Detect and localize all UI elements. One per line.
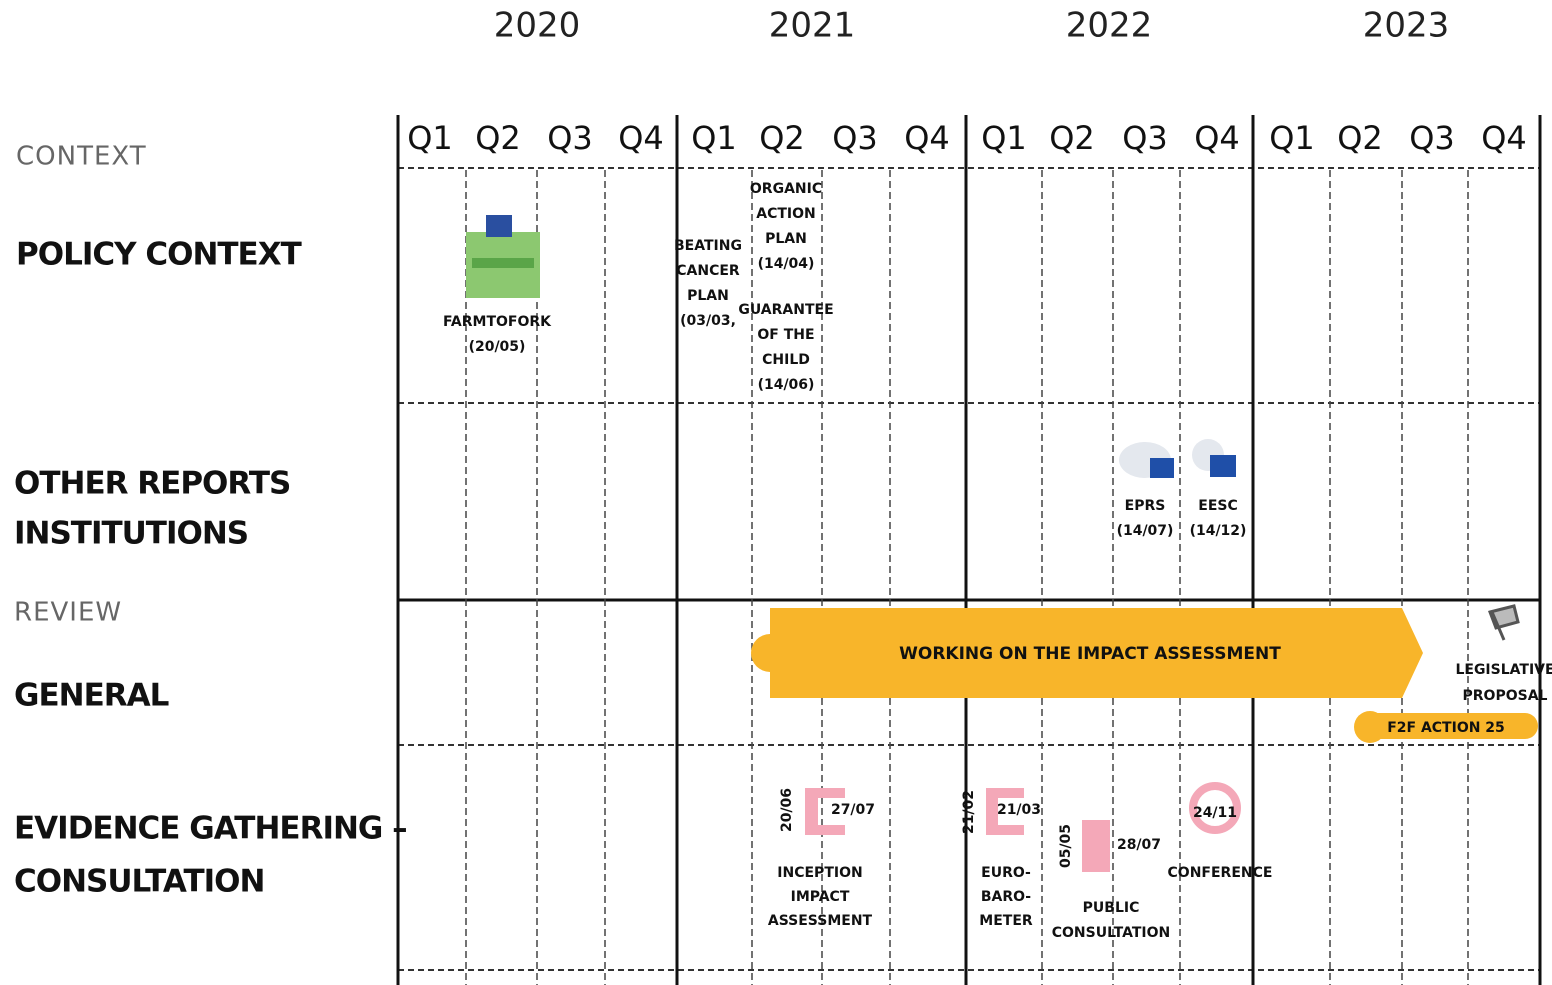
section-label: REVIEW <box>14 598 122 628</box>
date-label: 05/05 <box>1058 824 1074 868</box>
eprs-icon <box>1150 458 1174 478</box>
eesc-icon <box>1210 455 1236 477</box>
section-title: GENERAL <box>14 678 169 714</box>
date-label: 28/07 <box>1117 837 1161 853</box>
quarter-label: Q2 <box>475 119 521 157</box>
date-label: 21/03 <box>997 802 1041 818</box>
flag-icon <box>1488 604 1520 641</box>
event-label: (03/03, <box>680 313 736 329</box>
event-label: EPRS <box>1125 498 1166 514</box>
eu-flag-icon <box>486 215 512 237</box>
inception-bracket <box>805 788 845 835</box>
public-consultation-bracket <box>1082 820 1110 872</box>
quarter-label: Q3 <box>832 119 878 157</box>
event-label: ORGANIC <box>750 181 822 197</box>
impact-assessment-bar <box>751 608 1423 698</box>
event-label: ASSESSMENT <box>768 913 873 929</box>
year-label: 2021 <box>769 6 856 46</box>
event-label: PLAN <box>687 288 729 304</box>
event-label: EESC <box>1198 498 1237 514</box>
event-label: CONFERENCE <box>1168 865 1273 881</box>
image-band <box>472 258 534 268</box>
event-label: ACTION <box>756 206 816 222</box>
quarter-label: Q3 <box>1122 119 1168 157</box>
f2f-dot <box>1354 711 1386 743</box>
quarter-label: Q1 <box>407 119 453 157</box>
date-label: 21/02 <box>961 790 977 834</box>
section-title: POLICY CONTEXT <box>16 237 302 273</box>
quarter-label: Q4 <box>1481 119 1527 157</box>
section-title: OTHER REPORTS <box>14 466 290 502</box>
section-title: INSTITUTIONS <box>14 516 248 552</box>
year-label: 2022 <box>1066 6 1153 46</box>
quarter-label: Q2 <box>1337 119 1383 157</box>
eurobarometer-bracket <box>986 788 1024 835</box>
event-label: BEATING <box>674 238 742 254</box>
quarter-label: Q3 <box>547 119 593 157</box>
event-label: OF THE <box>757 327 814 343</box>
quarter-label: Q3 <box>1409 119 1455 157</box>
event-label: CHILD <box>762 352 810 368</box>
date-label: 27/07 <box>831 802 875 818</box>
bar-label: WORKING ON THE IMPACT ASSESSMENT <box>899 644 1281 664</box>
year-label: 2023 <box>1363 6 1450 46</box>
event-label: PLAN <box>765 231 807 247</box>
event-label: METER <box>979 913 1033 929</box>
event-label: (14/07) <box>1117 523 1174 539</box>
event-label: (14/12) <box>1190 523 1247 539</box>
event-label: (20/05) <box>469 339 526 355</box>
event-label: FARMTOFORK <box>443 314 552 330</box>
quarter-label: Q1 <box>981 119 1027 157</box>
quarter-label: Q4 <box>618 119 664 157</box>
quarter-label: Q4 <box>904 119 950 157</box>
event-label: GUARANTEE <box>738 302 833 318</box>
event-label: BARO- <box>981 889 1031 905</box>
event-label: PUBLIC <box>1083 900 1140 916</box>
event-label: PROPOSAL <box>1463 688 1548 704</box>
section-title: EVIDENCE GATHERING – <box>14 811 407 847</box>
event-label: CONSULTATION <box>1052 925 1171 941</box>
event-label: (14/06) <box>758 377 815 393</box>
grid <box>396 115 1542 985</box>
event-label: INCEPTION <box>777 865 862 881</box>
event-label: IMPACT <box>791 889 850 905</box>
conference-circle <box>1189 782 1241 834</box>
bar-label: F2F ACTION 25 <box>1387 720 1505 736</box>
year-label: 2020 <box>494 6 581 46</box>
event-label: LEGISLATIVE <box>1455 662 1552 678</box>
quarter-label: Q2 <box>1049 119 1095 157</box>
quarter-label: Q4 <box>1194 119 1240 157</box>
section-title: CONSULTATION <box>14 864 264 900</box>
date-label: 20/06 <box>779 788 795 832</box>
date-label: 24/11 <box>1193 805 1237 821</box>
quarter-label: Q1 <box>691 119 737 157</box>
event-label: EURO- <box>981 865 1031 881</box>
event-label: CANCER <box>676 263 740 279</box>
section-label: CONTEXT <box>16 142 147 172</box>
event-label: (14/04) <box>758 256 815 272</box>
quarter-label: Q1 <box>1269 119 1315 157</box>
quarter-label: Q2 <box>759 119 805 157</box>
f2f-bar <box>1358 713 1538 739</box>
